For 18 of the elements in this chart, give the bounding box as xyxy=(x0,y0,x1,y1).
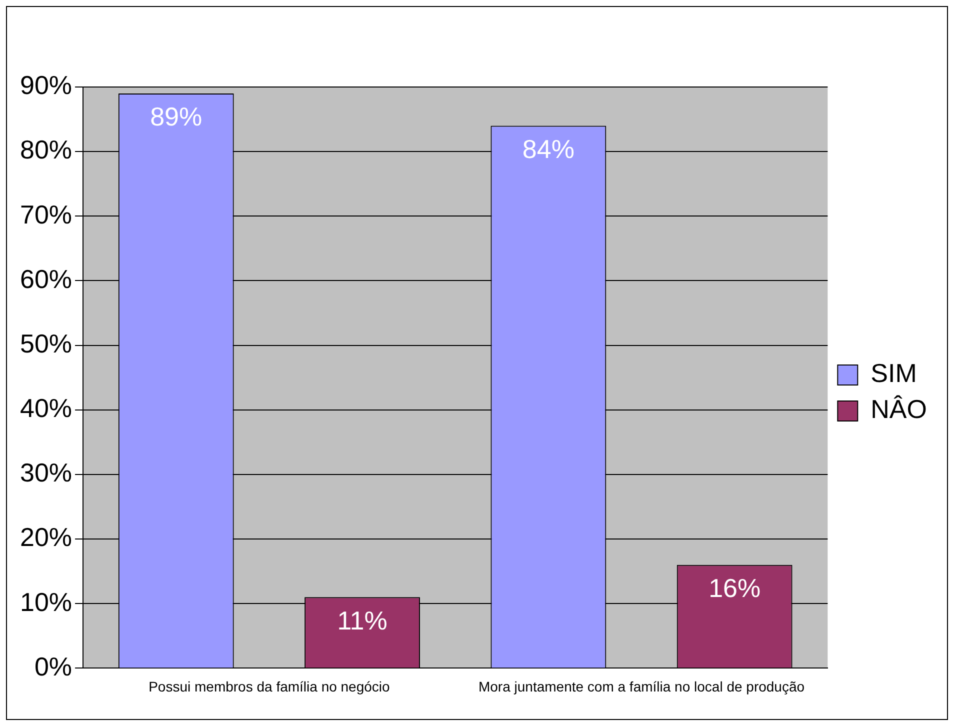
y-tick-label: 50% xyxy=(20,328,72,358)
y-tick-label: 80% xyxy=(20,134,72,165)
y-tick-label: 90% xyxy=(20,70,72,100)
y-tick-label: 60% xyxy=(20,264,72,294)
legend-label: NÂO xyxy=(870,394,927,424)
data-label: 89% xyxy=(150,102,202,132)
data-label: 84% xyxy=(522,134,574,164)
x-tick-label: Mora juntamente com a família no local de produção xyxy=(478,678,805,694)
y-tick-label: 20% xyxy=(20,522,72,552)
data-label: 16% xyxy=(708,573,761,604)
y-tick-label: 70% xyxy=(20,199,72,230)
y-tick-label: 40% xyxy=(20,393,72,424)
data-label: 11% xyxy=(337,605,388,636)
y-tick-label: 30% xyxy=(20,458,72,488)
y-tick-label: 0% xyxy=(34,651,72,682)
x-tick-label: Possui membros da família no negócio xyxy=(148,678,390,694)
legend-label: SIM xyxy=(870,358,917,388)
y-tick-label: 10% xyxy=(20,586,72,617)
